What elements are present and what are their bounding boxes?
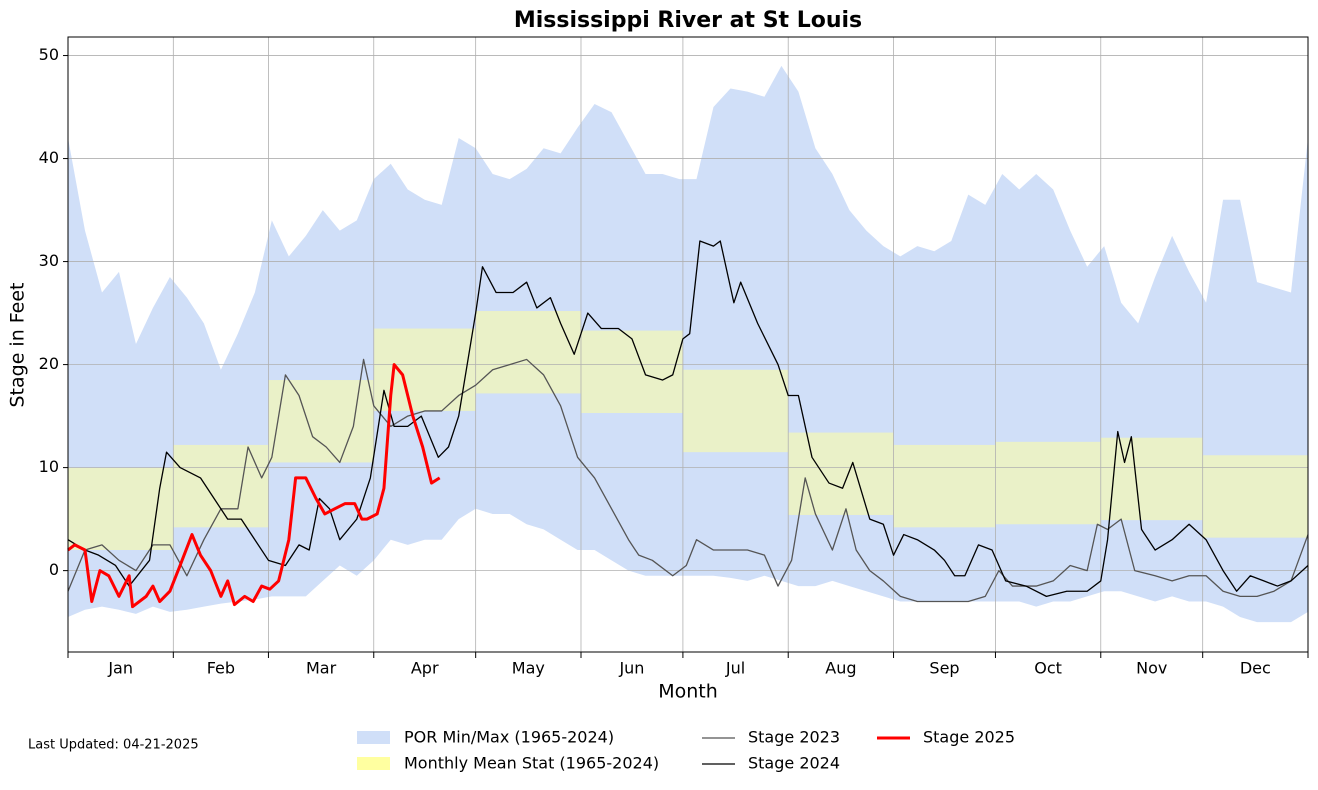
monthly-mean bbox=[995, 441, 1101, 525]
x-tick-label: Mar bbox=[306, 659, 337, 678]
monthly-mean bbox=[475, 311, 581, 394]
x-tick-label: Jul bbox=[725, 659, 745, 678]
x-tick-label: Dec bbox=[1240, 659, 1271, 678]
y-tick-label: 10 bbox=[39, 457, 59, 476]
stage-line bbox=[67, 363, 441, 609]
legend-label: Stage 2025 bbox=[923, 728, 1015, 747]
x-tick-label: Sep bbox=[929, 659, 959, 678]
y-tick-label: 40 bbox=[39, 148, 59, 167]
monthly-mean bbox=[788, 432, 894, 515]
legend-label: Stage 2023 bbox=[748, 728, 840, 747]
x-tick-label: Oct bbox=[1034, 659, 1062, 678]
footnote: Last Updated: 04-21-2025 bbox=[28, 738, 199, 753]
y-tick-label: 0 bbox=[49, 560, 59, 579]
stage-line bbox=[67, 240, 1309, 598]
y-tick-label: 30 bbox=[39, 251, 59, 270]
monthly-mean bbox=[1100, 437, 1203, 521]
monthly-mean bbox=[580, 330, 683, 414]
legend-label: Stage 2024 bbox=[748, 754, 840, 773]
x-tick-label: Aug bbox=[825, 659, 856, 678]
x-tick-label: Nov bbox=[1136, 659, 1167, 678]
y-axis-label: Stage in Feet bbox=[7, 282, 29, 407]
legend-label: Monthly Mean Stat (1965-2024) bbox=[404, 754, 659, 773]
monthly-mean bbox=[173, 444, 269, 528]
legend-swatch bbox=[357, 757, 390, 770]
plot-frame bbox=[67, 36, 1309, 653]
x-tick-label: May bbox=[512, 659, 545, 678]
x-tick-label: Jun bbox=[618, 659, 644, 678]
stage-line bbox=[67, 358, 1309, 603]
legend-swatch bbox=[357, 731, 390, 744]
y-tick-label: 20 bbox=[39, 354, 59, 373]
x-axis-label: Month bbox=[658, 681, 718, 703]
monthly-mean bbox=[1202, 455, 1308, 538]
monthly-mean bbox=[68, 467, 174, 551]
chart-title: Mississippi River at St Louis bbox=[514, 8, 862, 33]
legend-label: POR Min/Max (1965-2024) bbox=[404, 728, 614, 747]
x-tick-label: Apr bbox=[411, 659, 439, 678]
x-tick-label: Jan bbox=[107, 659, 133, 678]
monthly-mean bbox=[893, 444, 996, 528]
monthly-mean bbox=[268, 380, 374, 463]
x-tick-label: Feb bbox=[207, 659, 235, 678]
monthly-mean bbox=[682, 369, 789, 453]
y-tick-label: 50 bbox=[39, 45, 59, 64]
